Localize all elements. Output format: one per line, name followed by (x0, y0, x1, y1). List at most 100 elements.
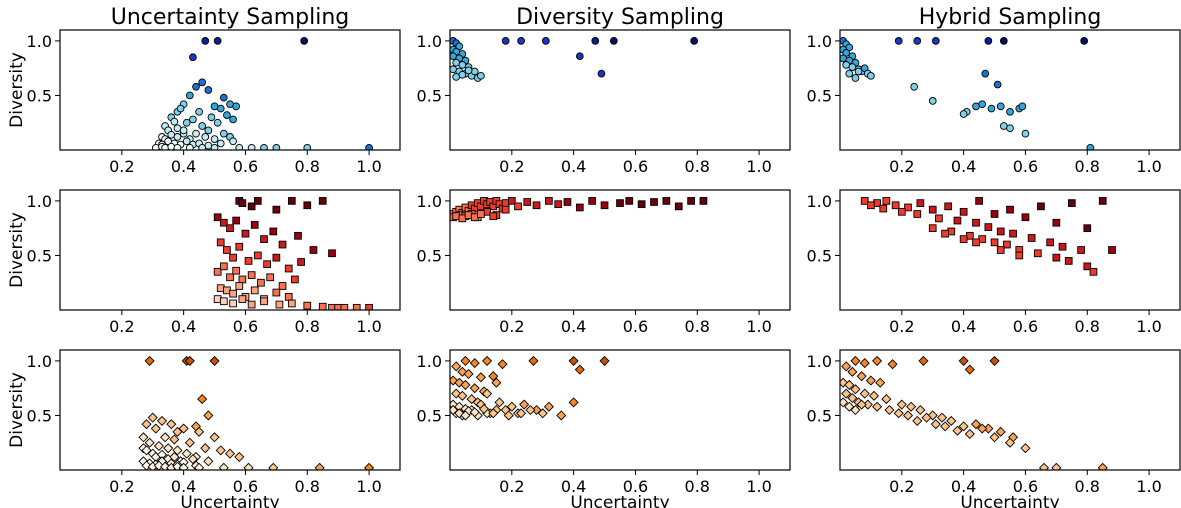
point-diamond (847, 392, 858, 404)
x-tick-label: 0.8 (295, 317, 320, 336)
x-tick-label: 1.0 (1136, 157, 1161, 176)
point-square (990, 210, 999, 218)
point-diamond (178, 423, 189, 434)
point-square (996, 246, 1005, 254)
y-tick-label: 0.5 (27, 406, 52, 425)
point-diamond (503, 410, 514, 421)
point-circle (176, 104, 185, 113)
point-square (219, 297, 228, 306)
point-square (229, 299, 237, 308)
point-circle (198, 78, 207, 87)
point-diamond (868, 390, 880, 401)
point-circle (173, 133, 182, 141)
point-diamond (574, 364, 585, 375)
point-diamond (153, 440, 164, 452)
point-circle (996, 102, 1005, 111)
y-tick-label: 0.5 (27, 246, 52, 265)
point-square (860, 197, 869, 205)
axes-frame (59, 189, 401, 311)
point-diamond (460, 379, 471, 390)
point-diamond (469, 383, 480, 394)
point-square (637, 200, 646, 209)
x-tick-label: 1.0 (1136, 477, 1161, 496)
point-circle (173, 143, 182, 150)
point-diamond (172, 426, 183, 437)
point-square (990, 238, 999, 247)
point-circle (260, 143, 268, 150)
point-square (625, 197, 634, 205)
point-diamond (163, 443, 174, 454)
y-tick-label: 0.5 (417, 406, 442, 425)
point-circle (210, 143, 219, 150)
point-diamond (902, 410, 914, 421)
point-circle (978, 100, 987, 109)
point-diamond (141, 460, 152, 470)
point-diamond (234, 451, 245, 462)
point-square (272, 253, 281, 262)
point-diamond (872, 355, 883, 366)
point-diamond (875, 377, 886, 388)
point-square (318, 197, 327, 205)
point-diamond (859, 388, 870, 399)
point-circle (189, 115, 197, 124)
point-circle (1006, 107, 1014, 116)
point-circle (216, 104, 225, 113)
point-square (278, 240, 287, 249)
point-circle (931, 37, 940, 45)
y-tick-label: 0.5 (807, 246, 832, 265)
point-square (650, 198, 658, 206)
point-diamond (144, 355, 155, 366)
point-square (687, 197, 695, 205)
point-diamond (989, 432, 1000, 443)
point-diamond (138, 432, 149, 443)
point-circle (185, 143, 194, 150)
point-diamond (169, 434, 180, 445)
point-square (287, 299, 296, 308)
point-square (1046, 238, 1055, 247)
point-square (328, 249, 336, 258)
point-square (1009, 229, 1017, 238)
point-square (275, 300, 284, 309)
point-diamond (918, 355, 929, 366)
point-circle (993, 80, 1002, 89)
point-circle (189, 53, 197, 62)
point-diamond (475, 372, 486, 383)
point-square (318, 302, 327, 310)
point-diamond (187, 454, 198, 465)
x-tick-label: 1.0 (356, 477, 381, 496)
point-circle (229, 115, 237, 124)
point-square (913, 210, 922, 218)
point-diamond (1038, 462, 1050, 470)
x-tick-label: 1.0 (1136, 317, 1161, 336)
point-circle (167, 142, 176, 150)
x-tick-label: 0.2 (109, 477, 134, 496)
point-diamond (958, 421, 969, 432)
point-diamond (469, 358, 480, 369)
axes-frame (839, 349, 1181, 471)
point-square (941, 229, 949, 238)
point-diamond (964, 364, 975, 375)
point-square (238, 275, 247, 284)
point-square (477, 210, 485, 218)
point-diamond (977, 423, 988, 434)
panel-r2c2: 0.2 0.4 0.6 0.8 1.0 0.5 1.0 Uncertainty (807, 349, 1181, 508)
point-diamond (488, 371, 499, 382)
point-diamond (463, 368, 474, 380)
x-tick-label: 0.8 (685, 157, 710, 176)
point-square (1058, 242, 1067, 251)
point-diamond (516, 408, 527, 419)
point-square (250, 221, 259, 229)
x-tick-label: 0.8 (685, 317, 710, 336)
point-diamond (194, 462, 205, 470)
y-tick-label: 1.0 (27, 352, 52, 371)
point-circle (609, 37, 618, 45)
point-circle (192, 82, 200, 91)
point-diamond (144, 437, 155, 448)
point-circle (894, 37, 903, 45)
panel-r2c0: 0.2 0.4 0.6 0.8 1.00.51.0DiversityUncertaint… (7, 349, 401, 508)
point-diamond (178, 462, 189, 470)
point-diamond (936, 412, 948, 423)
y-tick-label: 0.5 (807, 406, 832, 425)
